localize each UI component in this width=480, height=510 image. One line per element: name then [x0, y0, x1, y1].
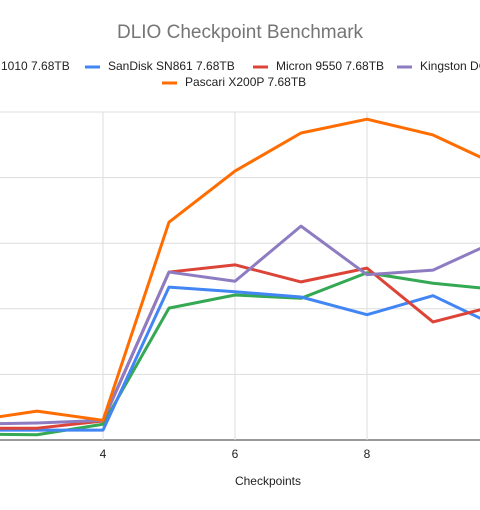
chart-title: DLIO Checkpoint Benchmark [117, 22, 364, 43]
legend-label: Kingston DC [420, 59, 480, 73]
x-tick-label: 4 [100, 447, 107, 461]
series-line [0, 117, 480, 422]
legend-label: 1010 7.68TB [1, 59, 70, 73]
series-line [0, 271, 480, 437]
x-axis-label: Checkpoints [235, 474, 301, 488]
x-tick-label: 8 [364, 447, 371, 461]
legend-label: Pascari X200P 7.68TB [185, 75, 306, 89]
legend-label: SanDisk SN861 7.68TB [108, 59, 235, 73]
x-tick-label: 6 [232, 447, 239, 461]
legend-label: Micron 9550 7.68TB [276, 59, 384, 73]
series-line [0, 285, 480, 432]
series-line [0, 224, 480, 426]
series-line [0, 263, 480, 430]
